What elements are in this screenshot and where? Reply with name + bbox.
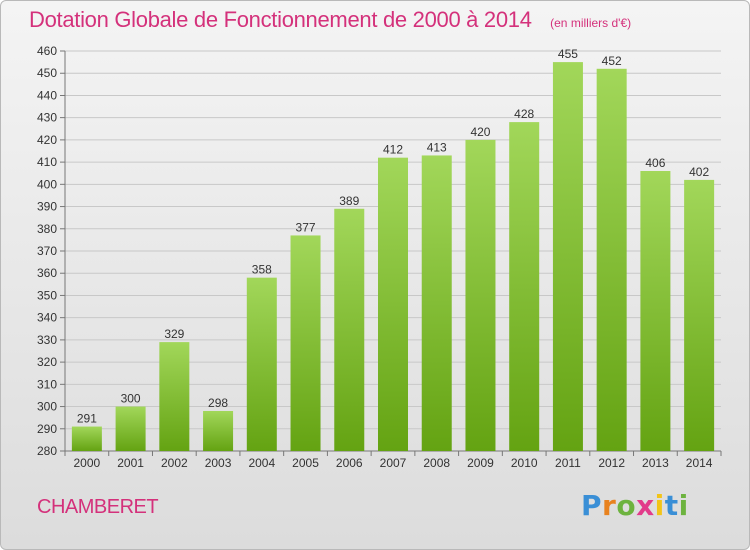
data-label: 389 [339,194,359,208]
logo-letter: i [654,489,665,522]
x-tick-label: 2002 [161,456,188,470]
bar [159,342,190,451]
y-tick-label: 370 [37,244,57,258]
y-tick-label: 420 [37,133,57,147]
x-axis-ticks: 2000 2001 2002 2003 2004 2005 2006 2007 2008 2009… [64,451,722,470]
bar [421,155,452,451]
data-label: 452 [602,54,622,68]
x-tick-label: 2007 [380,456,407,470]
bars [71,62,715,452]
x-tick-label: 2012 [598,456,625,470]
bar [378,157,408,451]
y-tick-label: 330 [37,333,57,347]
x-tick-label: 2003 [205,456,232,470]
bar [203,411,234,451]
logo-letter: r [602,489,617,522]
y-tick-label: 360 [37,266,57,280]
bar [334,208,365,451]
y-axis-ticks: 280 290 300 310 320 330 340 350 360 370 380 390 400 4… [37,44,57,458]
y-tick-label: 430 [37,111,57,125]
bar [509,122,540,451]
x-tick-label: 2011 [555,456,581,470]
y-tick-label: 290 [37,422,57,436]
data-label: 455 [558,47,578,61]
y-tick-label: 410 [37,155,57,169]
x-tick-label: 2014 [686,456,713,470]
bar [290,235,321,451]
logo-letter: t [664,489,679,522]
data-labels: 291 300 329 298 358 377 389 412 413 420 428 455 452 4… [77,47,710,425]
x-tick-label: 2009 [467,456,494,470]
chart-title: Dotation Globale de Fonctionnement de 20… [29,7,532,32]
data-label: 412 [383,143,403,157]
bar [246,277,277,451]
y-tick-label: 340 [37,311,57,325]
x-tick-label: 2006 [336,456,363,470]
y-tick-label: 350 [37,288,57,302]
logo-letter: i [678,489,689,522]
data-label: 413 [427,140,447,154]
data-label: 358 [252,263,272,277]
y-tick-label: 450 [37,66,57,80]
y-tick-label: 300 [37,400,57,414]
bar [684,179,715,451]
bar [596,68,627,452]
data-label: 329 [164,327,184,341]
y-tick-label: 440 [37,88,57,102]
y-tick-label: 390 [37,200,57,214]
logo-letter: P [581,489,603,522]
commune-name: CHAMBERET [37,496,159,518]
proxiti-logo: Proxiti [581,489,689,522]
y-tick-label: 380 [37,222,57,236]
logo-letter: x [636,489,655,522]
y-tick-label: 280 [37,444,57,458]
bar [552,62,583,451]
x-tick-label: 2005 [292,456,319,470]
data-label: 298 [208,396,228,410]
data-label: 420 [470,125,490,139]
x-tick-label: 2010 [511,456,538,470]
data-label: 300 [121,392,141,406]
bar [640,171,671,451]
logo-letter: o [616,489,637,522]
data-label: 406 [645,156,665,170]
x-tick-label: 2000 [74,456,101,470]
y-tick-label: 320 [37,355,57,369]
x-tick-label: 2008 [423,456,450,470]
bar [115,406,146,451]
x-tick-label: 2013 [642,456,669,470]
data-label: 377 [296,220,316,234]
data-label: 291 [77,412,97,426]
x-tick-label: 2004 [248,456,275,470]
y-tick-label: 460 [37,44,57,58]
y-tick-label: 310 [37,377,57,391]
bar [71,426,102,451]
data-label: 428 [514,107,534,121]
data-label: 402 [689,165,709,179]
chart-unit: (en milliers d'€) [550,16,632,30]
y-tick-label: 400 [37,177,57,191]
x-tick-label: 2001 [117,456,144,470]
title-row: Dotation Globale de Fonctionnement de 20… [29,7,631,33]
bar [465,139,496,451]
